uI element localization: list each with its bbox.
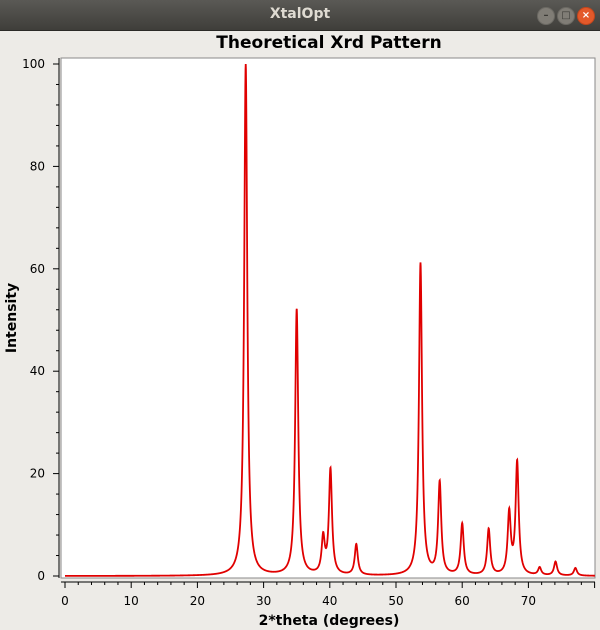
maximize-button[interactable]: □ — [557, 7, 575, 25]
close-icon: × — [581, 10, 591, 21]
window-title: XtalOpt — [269, 6, 331, 22]
y-tick-label: 0 — [37, 569, 45, 583]
minimize-icon: – — [543, 10, 549, 21]
plot-area — [60, 57, 596, 579]
x-axis-label: 2*theta (degrees) — [259, 613, 400, 629]
x-tick-label: 20 — [190, 594, 205, 608]
y-tick-label: 20 — [30, 467, 45, 481]
y-axis-label: Intensity — [4, 283, 20, 353]
ticks: 0 10 20 30 40 50 60 70 0 20 40 60 80 100 — [22, 57, 596, 608]
xrd-chart: Theoretical Xrd Pattern 0 10 20 30 40 50 60 700… — [4, 33, 596, 629]
y-tick-label: 60 — [30, 262, 45, 276]
y-tick-label: 80 — [30, 159, 45, 173]
maximize-icon: □ — [561, 10, 571, 21]
x-tick-label: 50 — [388, 594, 403, 608]
xrd-series-line — [65, 63, 595, 577]
close-button[interactable]: × — [577, 7, 595, 25]
y-tick-label: 100 — [22, 57, 45, 71]
x-tick-label: 10 — [124, 594, 139, 608]
x-tick-label: 0 — [61, 594, 69, 608]
axes — [58, 58, 595, 583]
minimize-button[interactable]: – — [537, 7, 555, 25]
title-bar[interactable]: XtalOpt – □ × — [0, 0, 600, 31]
x-tick-label: 70 — [521, 594, 536, 608]
x-tick-label: 40 — [322, 594, 337, 608]
x-tick-label: 30 — [256, 594, 271, 608]
x-tick-label: 60 — [455, 594, 470, 608]
y-tick-label: 40 — [30, 364, 45, 378]
chart-title: Theoretical Xrd Pattern — [216, 33, 441, 53]
